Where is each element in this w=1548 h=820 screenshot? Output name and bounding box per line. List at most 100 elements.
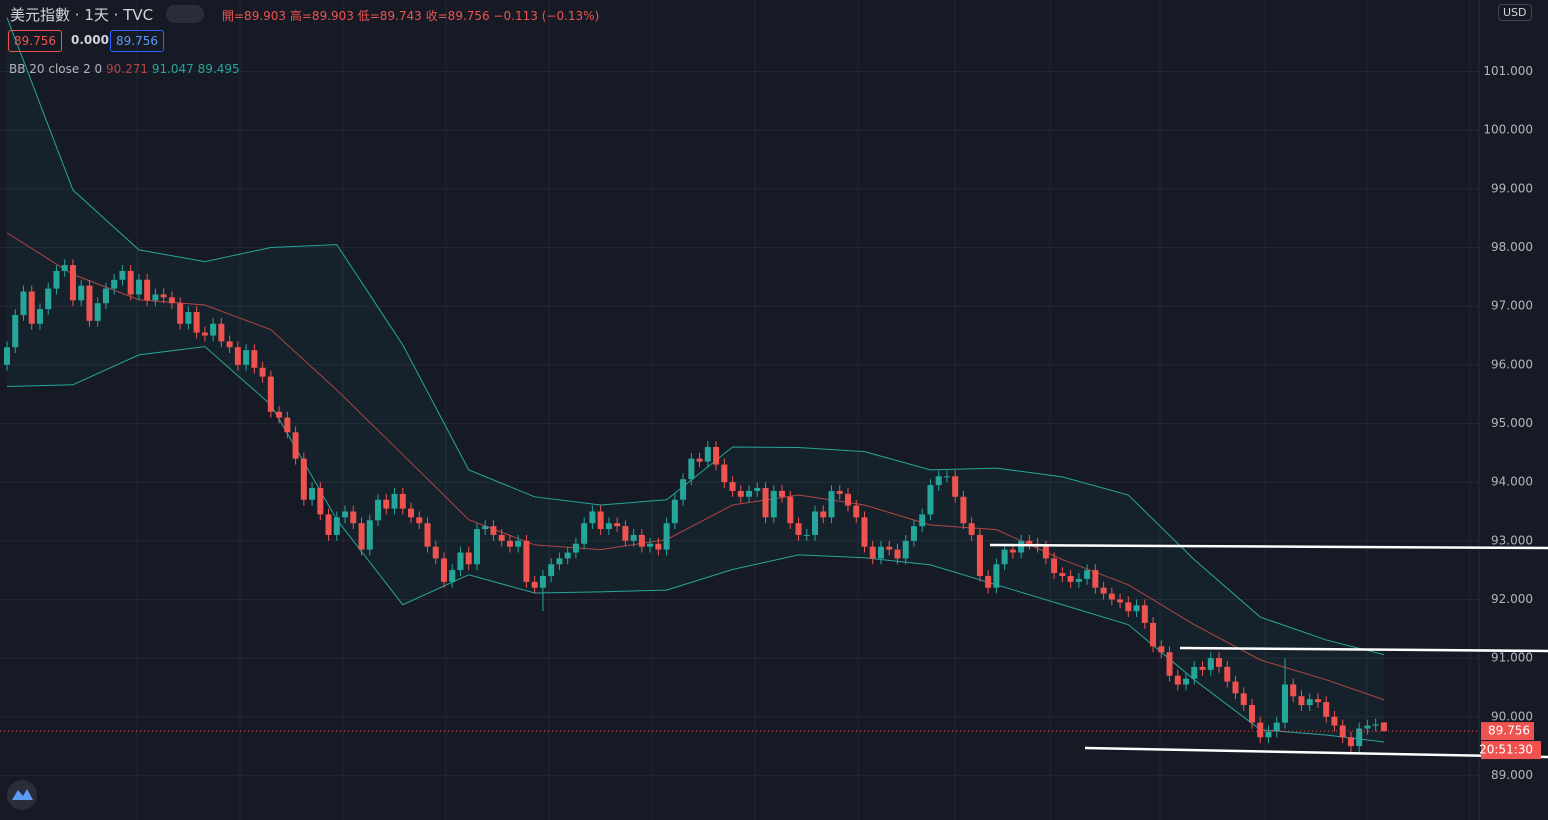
currency[interactable]: USD bbox=[1498, 4, 1532, 21]
candle-body bbox=[383, 499, 390, 509]
symbol[interactable]: 美元指數 bbox=[10, 6, 71, 24]
candle-body bbox=[729, 482, 736, 491]
candle-body bbox=[440, 558, 447, 582]
candle-body bbox=[309, 488, 316, 500]
ohlc-change: −0.113 (−0.13%) bbox=[493, 9, 600, 23]
candle-body bbox=[160, 294, 167, 298]
countdown-tag bbox=[1481, 741, 1541, 760]
candle-body bbox=[457, 552, 464, 571]
candle-body bbox=[663, 523, 670, 550]
y-tick-label: 98.000 bbox=[1491, 240, 1533, 254]
candle-body bbox=[1339, 725, 1346, 738]
candle-body bbox=[647, 543, 654, 547]
candle-body bbox=[680, 479, 687, 500]
candle-body bbox=[210, 323, 217, 336]
candle-body bbox=[952, 476, 959, 497]
candle-body bbox=[1141, 605, 1148, 623]
candle-body bbox=[1133, 605, 1140, 612]
indicator-name[interactable]: BB 20 close 2 0 bbox=[9, 62, 103, 76]
candle-body bbox=[1001, 549, 1008, 565]
candle-body bbox=[366, 520, 373, 550]
candle-body bbox=[1051, 558, 1058, 574]
candle-body bbox=[696, 458, 703, 462]
ohlc-close: 收=89.756 bbox=[425, 9, 490, 23]
candle-body bbox=[1331, 716, 1338, 726]
candle-body bbox=[300, 458, 307, 500]
interval[interactable]: 1天 bbox=[84, 6, 109, 24]
symbol-line: 美元指數 · 1天 · TVC bbox=[10, 6, 154, 24]
ohlc-low: 低=89.743 bbox=[357, 9, 422, 23]
candle-body bbox=[1216, 658, 1223, 667]
candle-body bbox=[976, 534, 983, 576]
status-pill[interactable] bbox=[166, 5, 204, 23]
candle-body bbox=[1356, 728, 1363, 747]
candle-body bbox=[119, 270, 126, 280]
candle-body bbox=[622, 526, 629, 541]
candle-body bbox=[548, 564, 555, 576]
sell-price[interactable]: 89.756 bbox=[8, 30, 62, 52]
candle-body bbox=[177, 303, 184, 324]
candle-body bbox=[292, 432, 299, 459]
candle-body bbox=[902, 540, 909, 559]
candle-body bbox=[539, 575, 546, 588]
band-fill bbox=[7, 17, 1384, 742]
candle-body bbox=[779, 490, 786, 497]
candle-body bbox=[218, 323, 225, 342]
buy-price[interactable]: 89.756 bbox=[110, 30, 164, 52]
candle-body bbox=[614, 523, 621, 527]
candle-body bbox=[111, 279, 118, 289]
y-tick-label: 101.000 bbox=[1483, 64, 1533, 78]
trend-line[interactable] bbox=[1179, 646, 1548, 653]
candle-body bbox=[1026, 540, 1033, 544]
candle-body bbox=[1273, 722, 1280, 732]
countdown-text: 20:51:30 bbox=[1479, 743, 1533, 757]
candle-body bbox=[820, 511, 827, 518]
candle-body bbox=[86, 285, 93, 321]
candle-body bbox=[1380, 722, 1387, 732]
candle-body bbox=[746, 490, 753, 497]
candle-body bbox=[325, 514, 332, 535]
ohlc: 開=89.903 高=89.903 低=89.743 收=89.756 −0.1… bbox=[222, 7, 599, 24]
candle-body bbox=[1166, 652, 1173, 676]
trend-line[interactable] bbox=[1084, 746, 1548, 759]
candle-body bbox=[193, 312, 200, 333]
y-tick-label: 89.000 bbox=[1491, 768, 1533, 782]
candle-body bbox=[416, 517, 423, 524]
candle-body bbox=[597, 511, 604, 530]
candle-body bbox=[770, 490, 777, 518]
candle-body bbox=[1150, 622, 1157, 647]
candle-body bbox=[20, 291, 27, 315]
candle-body bbox=[1347, 737, 1354, 747]
candle-body bbox=[655, 543, 662, 550]
spread: 0.000 bbox=[71, 33, 109, 47]
candle-body bbox=[1224, 666, 1231, 682]
y-tick-label: 94.000 bbox=[1491, 475, 1533, 489]
candle-body bbox=[490, 526, 497, 535]
candle-body bbox=[201, 332, 208, 336]
candle-body bbox=[638, 534, 645, 547]
y-tick-label: 97.000 bbox=[1491, 299, 1533, 313]
candle-body bbox=[515, 540, 522, 547]
candle-body bbox=[251, 350, 258, 368]
candle-body bbox=[45, 288, 52, 310]
y-tick-label: 91.000 bbox=[1491, 651, 1533, 665]
plot bbox=[0, 17, 1479, 752]
candle-body bbox=[432, 546, 439, 559]
candle-body bbox=[919, 514, 926, 527]
trend-line[interactable] bbox=[989, 543, 1548, 550]
candle-body bbox=[1314, 699, 1321, 703]
candle-body bbox=[102, 288, 109, 304]
candle-body bbox=[787, 496, 794, 524]
candle-body bbox=[1117, 599, 1124, 603]
candle-body bbox=[78, 285, 85, 301]
candle-body bbox=[828, 490, 835, 518]
candle-body bbox=[1290, 684, 1297, 697]
candle-body bbox=[391, 493, 398, 509]
candle-body bbox=[127, 270, 134, 295]
ohlc-high: 高=89.903 bbox=[289, 9, 354, 23]
candle-body bbox=[935, 476, 942, 486]
logo-icon bbox=[12, 789, 33, 800]
candle-body bbox=[1372, 724, 1379, 726]
